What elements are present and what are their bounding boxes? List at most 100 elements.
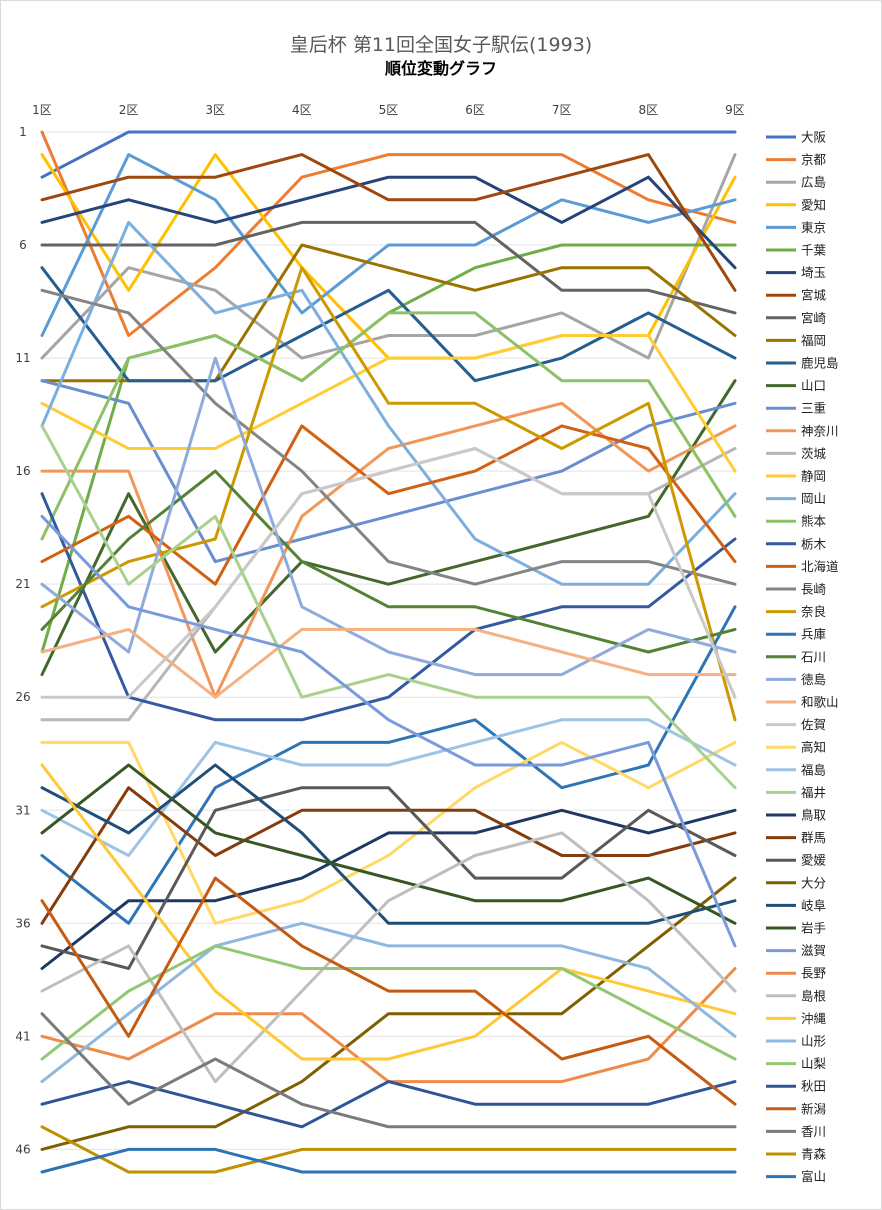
legend-label: 鹿児島: [801, 356, 839, 371]
series-line: [40, 220, 737, 586]
series-line: [40, 763, 737, 925]
legend-label: 三重: [801, 401, 826, 416]
y-tick-label: 26: [15, 690, 30, 704]
series-line: [40, 763, 737, 1061]
y-tick-label: 6: [19, 238, 27, 252]
legend-label: 香川: [801, 1124, 826, 1139]
series-line: [40, 740, 737, 925]
legend-label: 島根: [801, 988, 827, 1003]
y-tick-label: 46: [15, 1142, 30, 1156]
legend: 大阪京都広島愛知東京千葉埼玉宮城宮崎福岡鹿児島山口三重神奈川茨城静岡岡山熊本栃木…: [766, 130, 839, 1184]
series-line: [40, 627, 737, 699]
x-tick-label: 7区: [552, 103, 572, 117]
series-line: [40, 876, 737, 1151]
series-line: [40, 130, 737, 337]
series-line: [40, 1147, 737, 1174]
y-tick-label: 21: [15, 577, 30, 591]
legend-label: 東京: [801, 220, 826, 235]
series-line: [40, 401, 737, 699]
x-tick-label: 1区: [32, 103, 52, 117]
y-tick-label: 1: [19, 125, 27, 139]
chart-title: 皇后杯 第11回全国女子駅伝(1993): [289, 34, 593, 56]
series-line: [40, 424, 737, 790]
legend-label: 石川: [801, 649, 826, 664]
x-tick-label: 9区: [725, 103, 745, 117]
legend-label: 沖縄: [801, 1011, 827, 1026]
legend-label: 高知: [801, 740, 826, 755]
legend-label: 京都: [801, 152, 827, 167]
legend-label: 徳島: [801, 672, 826, 687]
x-tick-label: 5区: [379, 103, 399, 117]
legend-label: 静岡: [801, 469, 826, 484]
legend-label: 山梨: [801, 1056, 827, 1071]
series-line: [40, 1080, 737, 1129]
series-line: [40, 492, 737, 722]
series-line: [40, 266, 737, 383]
series-line: [40, 514, 737, 948]
legend-label: 熊本: [801, 514, 827, 529]
grid-lines: [42, 131, 735, 1150]
x-tick-label: 3区: [205, 103, 225, 117]
y-tick-label: 16: [15, 464, 30, 478]
series-lines: [40, 130, 737, 1174]
legend-label: 福井: [801, 785, 826, 800]
series-line: [40, 447, 737, 699]
series-line: [40, 153, 737, 337]
series-line: [40, 424, 737, 586]
x-tick-label: 6区: [465, 103, 485, 117]
series-line: [40, 220, 737, 315]
series-line: [40, 1012, 737, 1129]
legend-label: 佐賀: [801, 717, 826, 732]
legend-label: 宮崎: [801, 310, 827, 325]
x-axis-ticks: 1区 2区 3区 4区 5区 6区 7区 8区 9区: [32, 103, 745, 117]
legend-label: 山形: [801, 1034, 827, 1049]
legend-label: 山口: [801, 378, 826, 393]
legend-label: 青森: [801, 1147, 827, 1162]
y-tick-label: 31: [15, 803, 30, 817]
series-line: [40, 718, 737, 857]
legend-label: 愛知: [801, 197, 826, 212]
legend-label: 広島: [801, 175, 826, 190]
legend-label: 秋田: [801, 1079, 826, 1094]
legend-label: 大阪: [801, 130, 827, 145]
legend-label: 群馬: [801, 830, 826, 845]
legend-label: 和歌山: [801, 695, 839, 710]
series-line: [40, 1125, 737, 1174]
x-tick-label: 2区: [119, 103, 139, 117]
legend-label: 長崎: [801, 582, 827, 597]
series-line: [40, 288, 737, 586]
series-line: [40, 153, 737, 360]
series-line: [40, 356, 737, 677]
series-line: [40, 921, 737, 1084]
series-line: [40, 763, 737, 925]
legend-label: 大分: [801, 875, 826, 890]
legend-label: 千葉: [801, 243, 827, 258]
x-tick-label: 4区: [292, 103, 312, 117]
x-tick-label: 8区: [639, 103, 659, 117]
legend-label: 岩手: [801, 921, 826, 936]
legend-label: 鳥取: [801, 808, 827, 823]
legend-label: 福島: [801, 762, 826, 777]
series-line: [40, 311, 737, 541]
legend-label: 滋賀: [801, 943, 826, 958]
legend-label: 長野: [801, 966, 827, 981]
legend-label: 岐阜: [801, 898, 826, 913]
y-tick-label: 36: [15, 916, 30, 930]
series-line: [40, 876, 737, 1106]
series-line: [40, 334, 737, 473]
legend-label: 奈良: [801, 604, 826, 619]
legend-label: 愛媛: [801, 853, 827, 868]
series-line: [40, 831, 737, 1084]
legend-label: 新潟: [801, 1101, 826, 1116]
y-tick-label: 11: [15, 351, 30, 365]
y-tick-label: 41: [15, 1029, 30, 1043]
series-line: [40, 130, 737, 179]
legend-label: 北海道: [801, 559, 839, 574]
legend-label: 栃木: [801, 536, 827, 551]
legend-label: 富山: [801, 1169, 826, 1184]
series-line: [40, 808, 737, 970]
legend-label: 岡山: [801, 491, 826, 506]
legend-label: 埼玉: [801, 265, 826, 280]
